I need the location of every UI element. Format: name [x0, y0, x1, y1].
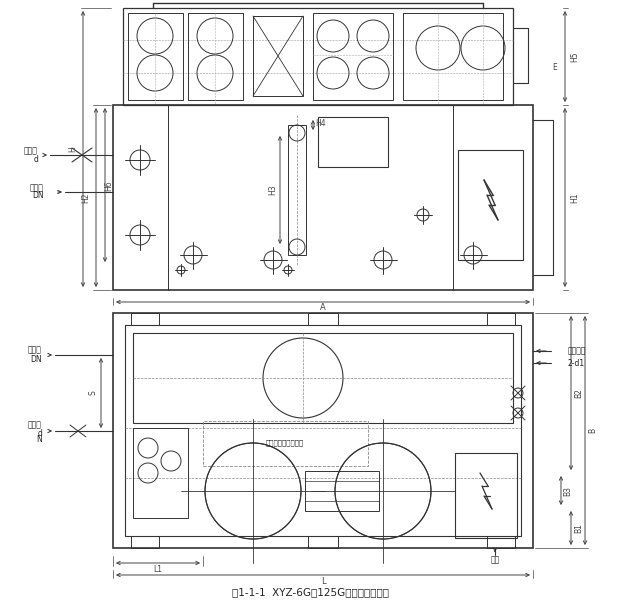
- Text: B3: B3: [564, 486, 572, 496]
- Text: H4: H4: [316, 118, 326, 127]
- Text: H5: H5: [570, 51, 580, 62]
- Text: B: B: [588, 428, 598, 433]
- Text: B2: B2: [575, 388, 583, 398]
- Bar: [203, 421, 368, 466]
- Bar: [305, 471, 379, 511]
- Bar: [133, 333, 513, 423]
- Text: H3: H3: [268, 185, 278, 195]
- Bar: [131, 313, 159, 325]
- Text: 進出水口: 進出水口: [568, 347, 587, 356]
- Text: 回油口: 回油口: [28, 346, 42, 355]
- Bar: [308, 536, 338, 548]
- Bar: [133, 428, 188, 518]
- Text: 供油口: 供油口: [24, 147, 38, 156]
- Bar: [455, 453, 517, 538]
- Bar: [113, 313, 533, 548]
- Text: H: H: [68, 146, 78, 152]
- Text: 排污: 排污: [490, 555, 500, 564]
- Bar: [318, 117, 388, 167]
- Bar: [288, 125, 306, 255]
- Bar: [188, 13, 243, 100]
- Text: （裝儀表盤時位置）: （裝儀表盤時位置）: [266, 440, 304, 447]
- Bar: [458, 150, 523, 260]
- Bar: [253, 16, 303, 96]
- Text: 2-d1: 2-d1: [568, 359, 585, 367]
- Text: H1: H1: [570, 192, 580, 203]
- Text: d: d: [37, 429, 42, 438]
- Text: H6: H6: [105, 180, 113, 191]
- Bar: [308, 313, 338, 325]
- Text: N: N: [36, 436, 42, 445]
- Text: S: S: [89, 391, 97, 395]
- Text: L: L: [321, 578, 326, 587]
- Text: 图1-1-1  XYZ-6G～125G型稀油站外形图: 图1-1-1 XYZ-6G～125G型稀油站外形图: [231, 587, 389, 597]
- Bar: [487, 536, 515, 548]
- Bar: [123, 8, 513, 105]
- Bar: [125, 325, 521, 536]
- Text: A: A: [320, 304, 326, 313]
- Text: B1: B1: [575, 523, 583, 533]
- Text: 回油口: 回油口: [30, 183, 44, 192]
- Text: H2: H2: [81, 192, 91, 203]
- Text: d: d: [33, 154, 38, 163]
- Bar: [313, 13, 393, 100]
- Text: DN: DN: [32, 192, 44, 201]
- Text: DN: DN: [30, 355, 42, 364]
- Bar: [128, 13, 183, 100]
- Text: 供油口: 供油口: [28, 421, 42, 430]
- Text: E: E: [552, 64, 557, 73]
- Bar: [113, 105, 533, 290]
- Text: L1: L1: [154, 566, 162, 575]
- Bar: [487, 313, 515, 325]
- Bar: [403, 13, 503, 100]
- Bar: [131, 536, 159, 548]
